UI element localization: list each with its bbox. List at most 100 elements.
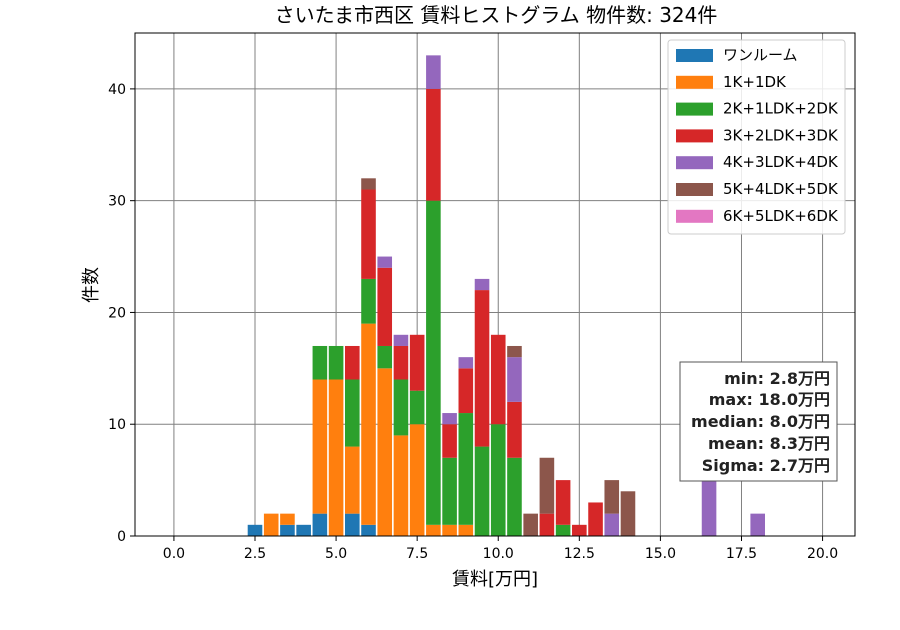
- legend-items: ワンルーム 1K+1DK 2K+1LDK+2DK 3K+2LDK+3DK 4K+3LDK…: [676, 46, 839, 225]
- bar-3-18: [539, 513, 555, 536]
- y-axis-label: 件数: [81, 267, 102, 303]
- bar-3-11: [426, 88, 441, 201]
- x-axis-ticks: 0.0 2.5 5.0 7.5 10.0 12.5 15.0 17.5 20.0: [163, 536, 838, 562]
- bar-2-13: [458, 413, 474, 525]
- x-tick-label-2: 5.0: [325, 546, 347, 562]
- bar-2-15: [490, 424, 506, 536]
- bar-1-7: [361, 323, 376, 525]
- bar-5-23: [620, 491, 636, 536]
- y-tick-label-4: 40: [108, 82, 126, 98]
- bar-5-18: [539, 457, 555, 514]
- bar-0-0: [247, 524, 263, 536]
- bar-4-14: [474, 278, 490, 291]
- plot-frame: [134, 32, 856, 537]
- legend-swatch-4: [676, 156, 713, 170]
- bar-3-13: [458, 368, 474, 414]
- bar-3-20: [572, 524, 587, 536]
- bar-1-9: [393, 435, 409, 536]
- bar-3-15: [490, 334, 506, 425]
- stats-median: median: 8.0万円: [691, 412, 830, 431]
- bar-1-1: [263, 513, 279, 536]
- bar-2-16: [507, 457, 522, 536]
- chart-title: さいたま市西区 賃料ヒストグラム 物件数: 324件: [275, 3, 718, 27]
- bar-2-10: [409, 390, 425, 425]
- bars-group: [247, 55, 765, 536]
- bar-4-22: [604, 513, 620, 536]
- bar-1-12: [442, 524, 457, 536]
- y-tick-label-3: 30: [108, 194, 126, 210]
- bar-5-16: [507, 345, 522, 358]
- bar-5-7: [361, 178, 376, 190]
- stats-sigma: Sigma: 2.7万円: [702, 456, 830, 475]
- y-axis-ticks: 0 10 20 30 40: [108, 82, 135, 545]
- bar-4-16: [507, 357, 522, 402]
- stats-box: min: 2.8万円 max: 18.0万円 median: 8.0万円 mea…: [679, 361, 838, 482]
- y-tick-label-2: 20: [108, 305, 126, 321]
- x-tick-label-3: 7.5: [406, 546, 428, 562]
- bar-2-19: [555, 524, 571, 536]
- bar-3-21: [588, 502, 603, 536]
- bar-4-13: [458, 357, 474, 369]
- bar-4-25: [750, 513, 765, 536]
- bar-2-12: [442, 457, 457, 525]
- bar-2-6: [345, 379, 360, 447]
- x-tick-label-6: 15.0: [645, 546, 676, 562]
- stats-mean: mean: 8.3万円: [708, 434, 830, 453]
- x-tick-label-7: 17.5: [726, 546, 757, 562]
- bar-3-19: [555, 480, 571, 525]
- bar-0-6: [345, 513, 360, 536]
- bar-2-14: [474, 446, 490, 536]
- legend-swatch-3: [676, 129, 713, 143]
- bar-4-9: [393, 334, 409, 346]
- bar-1-6: [345, 446, 360, 514]
- x-tick-label-8: 20.0: [807, 546, 838, 562]
- legend-label-4: 4K+3LDK+4DK: [723, 153, 839, 171]
- x-tick-label-4: 10.0: [483, 546, 514, 562]
- bar-0-2: [280, 524, 295, 536]
- bar-1-11: [426, 524, 441, 536]
- legend-label-2: 2K+1LDK+2DK: [723, 100, 839, 118]
- bar-1-4: [312, 379, 328, 514]
- y-tick-label-0: 0: [117, 529, 126, 545]
- bar-3-9: [393, 345, 409, 380]
- x-tick-label-0: 0.0: [163, 546, 185, 562]
- bar-4-24: [701, 480, 717, 536]
- bar-3-8: [377, 267, 393, 346]
- y-tick-label-1: 10: [108, 417, 126, 433]
- bar-4-8: [377, 256, 393, 268]
- legend-swatch-2: [676, 102, 713, 116]
- bar-5-17: [523, 513, 538, 536]
- stats-min: min: 2.8万円: [724, 369, 830, 388]
- bar-3-10: [409, 334, 425, 391]
- legend-swatch-0: [676, 49, 713, 62]
- bar-2-11: [426, 200, 441, 525]
- bar-0-3: [296, 524, 311, 536]
- bar-3-6: [345, 345, 360, 380]
- bar-1-5: [328, 379, 344, 536]
- stats-box-frame: [679, 361, 838, 482]
- bar-0-7: [361, 524, 376, 536]
- legend-swatch-5: [676, 183, 713, 196]
- bar-3-14: [474, 290, 490, 447]
- legend-label-5: 5K+4LDK+5DK: [723, 180, 839, 198]
- bar-1-8: [377, 368, 393, 536]
- x-tick-label-5: 12.5: [564, 546, 595, 562]
- bar-4-11: [426, 55, 441, 89]
- legend-swatch-6: [676, 209, 713, 223]
- legend-label-6: 6K+5LDK+6DK: [723, 207, 839, 225]
- legend-label-0: ワンルーム: [723, 46, 798, 64]
- legend-label-1: 1K+1DK: [723, 73, 787, 91]
- bar-2-4: [312, 345, 328, 380]
- bar-1-13: [458, 524, 474, 536]
- legend-label-3: 3K+2LDK+3DK: [723, 126, 839, 144]
- bar-3-12: [442, 424, 457, 458]
- bar-2-9: [393, 379, 409, 436]
- x-axis-label: 賃料[万円]: [452, 569, 538, 590]
- x-tick-label-1: 2.5: [244, 546, 266, 562]
- bar-4-12: [442, 413, 457, 425]
- bar-0-4: [312, 513, 328, 536]
- bar-1-2: [280, 513, 295, 525]
- bar-3-16: [507, 401, 522, 458]
- bar-5-22: [604, 480, 620, 514]
